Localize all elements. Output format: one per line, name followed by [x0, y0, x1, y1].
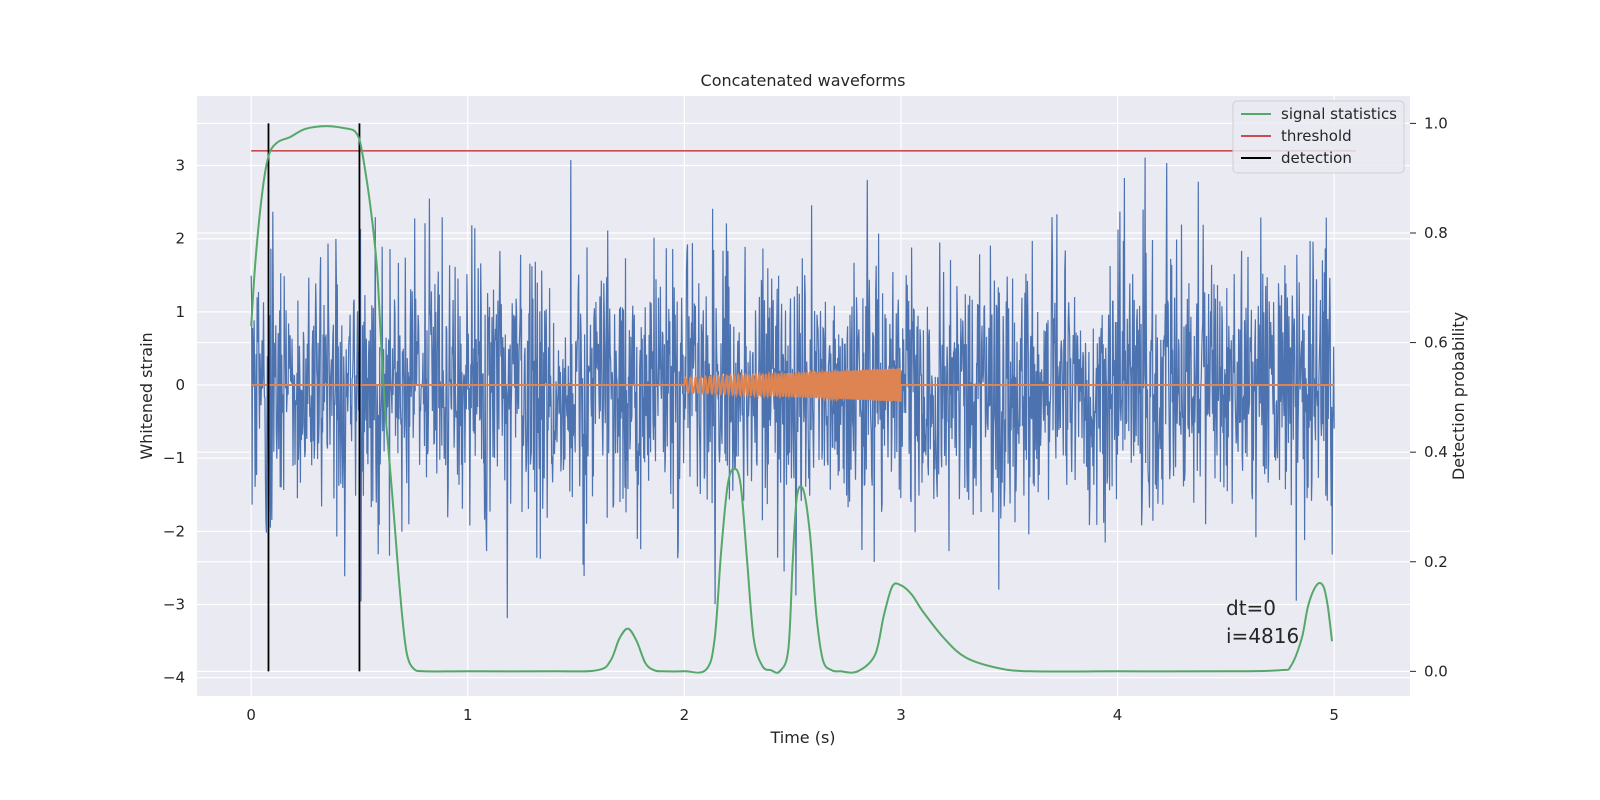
y-axis-right-label: Detection probability [1449, 312, 1468, 480]
y-right-tick-label: 0.2 [1424, 553, 1448, 571]
y-tick-label: −1 [163, 449, 185, 467]
x-tick-label: 4 [1113, 706, 1123, 724]
x-tick-label: 3 [896, 706, 906, 724]
y-right-tick-label: 0.0 [1424, 662, 1448, 680]
series-layer [250, 123, 1356, 674]
chart-title: Concatenated waveforms [701, 71, 906, 90]
legend-label-detection: detection [1281, 149, 1352, 167]
y-right-tick-label: 1.0 [1424, 114, 1448, 132]
y-axis-label: Whitened strain [137, 332, 156, 459]
x-tick-label: 5 [1329, 706, 1339, 724]
waveform-series-line [251, 366, 1335, 403]
y-tick-label: 3 [175, 157, 185, 175]
y-tick-label: 0 [175, 376, 185, 394]
annotation-index: i=4816 [1226, 624, 1299, 648]
y-right-tick-label: 0.8 [1424, 224, 1448, 242]
signal-statistics-line [250, 125, 1333, 674]
y-tick-label: −4 [163, 669, 185, 687]
legend-box [1232, 100, 1405, 174]
ticks: 0 1 2 3 4 5 −4 −3 −2 −1 0 1 2 3 0.0 0.2 0.4 0.6 0.8 1.0 [163, 114, 1448, 724]
x-tick-label: 2 [680, 706, 690, 724]
y-right-tick-label: 0.4 [1424, 443, 1448, 461]
y-tick-label: 2 [175, 230, 185, 248]
y-right-tick-label: 0.6 [1424, 334, 1448, 352]
x-tick-label: 1 [463, 706, 473, 724]
legend-label-threshold: threshold [1281, 127, 1352, 145]
x-axis-label: Time (s) [769, 728, 835, 747]
legend: signal statistics threshold detection [1232, 100, 1405, 174]
annotation-dt: dt=0 [1226, 596, 1276, 620]
y-tick-label: −3 [163, 596, 185, 614]
x-tick-label: 0 [246, 706, 256, 724]
legend-label-signal-statistics: signal statistics [1281, 105, 1397, 123]
y-tick-label: −2 [163, 522, 185, 540]
y-tick-label: 1 [175, 303, 185, 321]
